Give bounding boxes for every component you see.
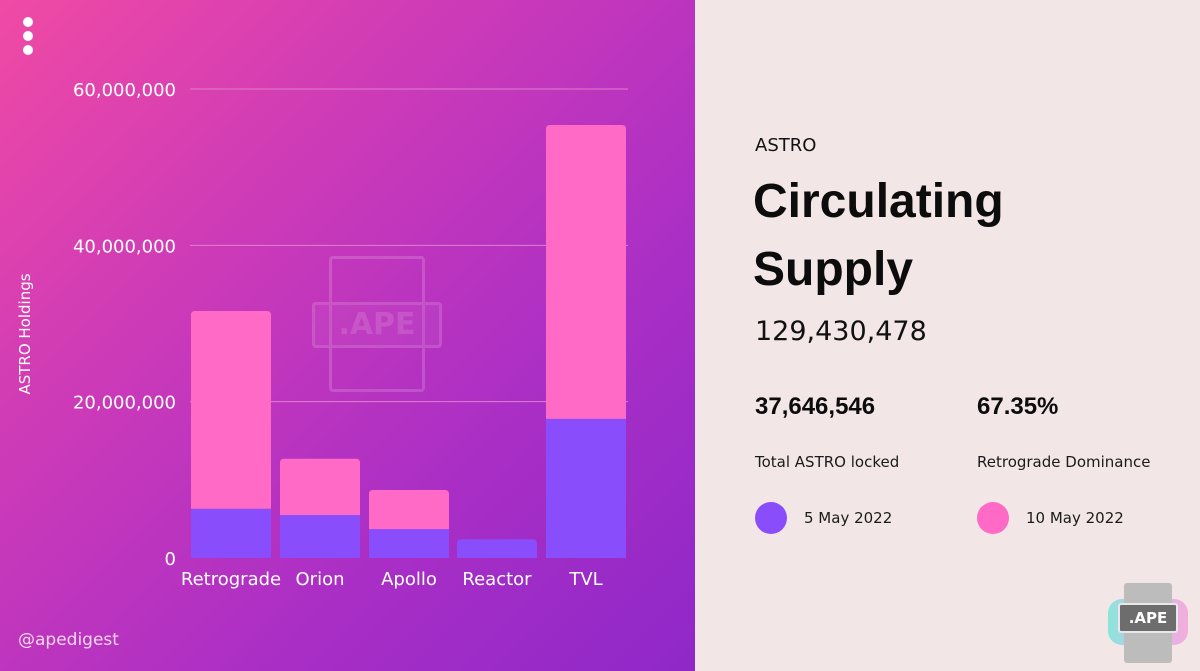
bar-may5-retrograde	[191, 508, 271, 558]
bar-may10-tvl	[546, 124, 626, 419]
circulating-supply-value: 129,430,478	[755, 316, 927, 347]
total-locked-value: 37,646,546	[755, 393, 876, 420]
y-tick-label: 20,000,000	[73, 393, 176, 414]
bar-may10-apollo	[369, 489, 449, 530]
y-axis-label: ASTRO Holdings	[16, 273, 34, 394]
token-name: ASTRO	[755, 135, 817, 156]
y-tick-label: 60,000,000	[73, 80, 176, 101]
x-tick-label: Orion	[296, 569, 345, 590]
ape-watermark-logo: .APE	[312, 256, 442, 392]
legend-label-may10: 10 May 2022	[1026, 509, 1124, 527]
bar-may10-orion	[280, 458, 360, 516]
x-tick-label: Reactor	[462, 569, 532, 590]
x-tick-label: Retrograde	[181, 569, 281, 590]
dominance-label: Retrograde Dominance	[977, 453, 1151, 471]
chart-panel: .APE 0 20,000,000 40,000,000 60,000,000 Retr…	[0, 0, 695, 671]
bar-may10-retrograde	[191, 310, 271, 509]
x-tick-label: TVL	[568, 569, 602, 590]
vertical-dots-icon[interactable]	[22, 17, 34, 55]
dominance-value: 67.35%	[977, 393, 1059, 420]
bar-may5-apollo	[369, 529, 449, 558]
legend-swatch-may10	[977, 502, 1009, 534]
total-locked-label: Total ASTRO locked	[755, 453, 900, 471]
handle-text: @apedigest	[18, 630, 119, 650]
bar-may5-reactor	[457, 539, 537, 558]
bar-may5-orion	[280, 515, 360, 558]
ape-logo: .APE	[1108, 583, 1188, 663]
stacked-bar-chart: 0 20,000,000 40,000,000 60,000,000 Retrograd…	[16, 80, 628, 590]
info-panel: ASTRO Circulating Supply 129,430,478 37,…	[695, 0, 1200, 671]
legend-label-may5: 5 May 2022	[804, 509, 893, 527]
bar-may5-tvl	[546, 418, 626, 558]
y-tick-label: 40,000,000	[73, 236, 176, 257]
y-tick-label: 0	[165, 549, 176, 570]
x-tick-label: Apollo	[381, 569, 437, 590]
panel-title: Circulating Supply	[753, 175, 1004, 296]
legend-swatch-may5	[755, 502, 787, 534]
